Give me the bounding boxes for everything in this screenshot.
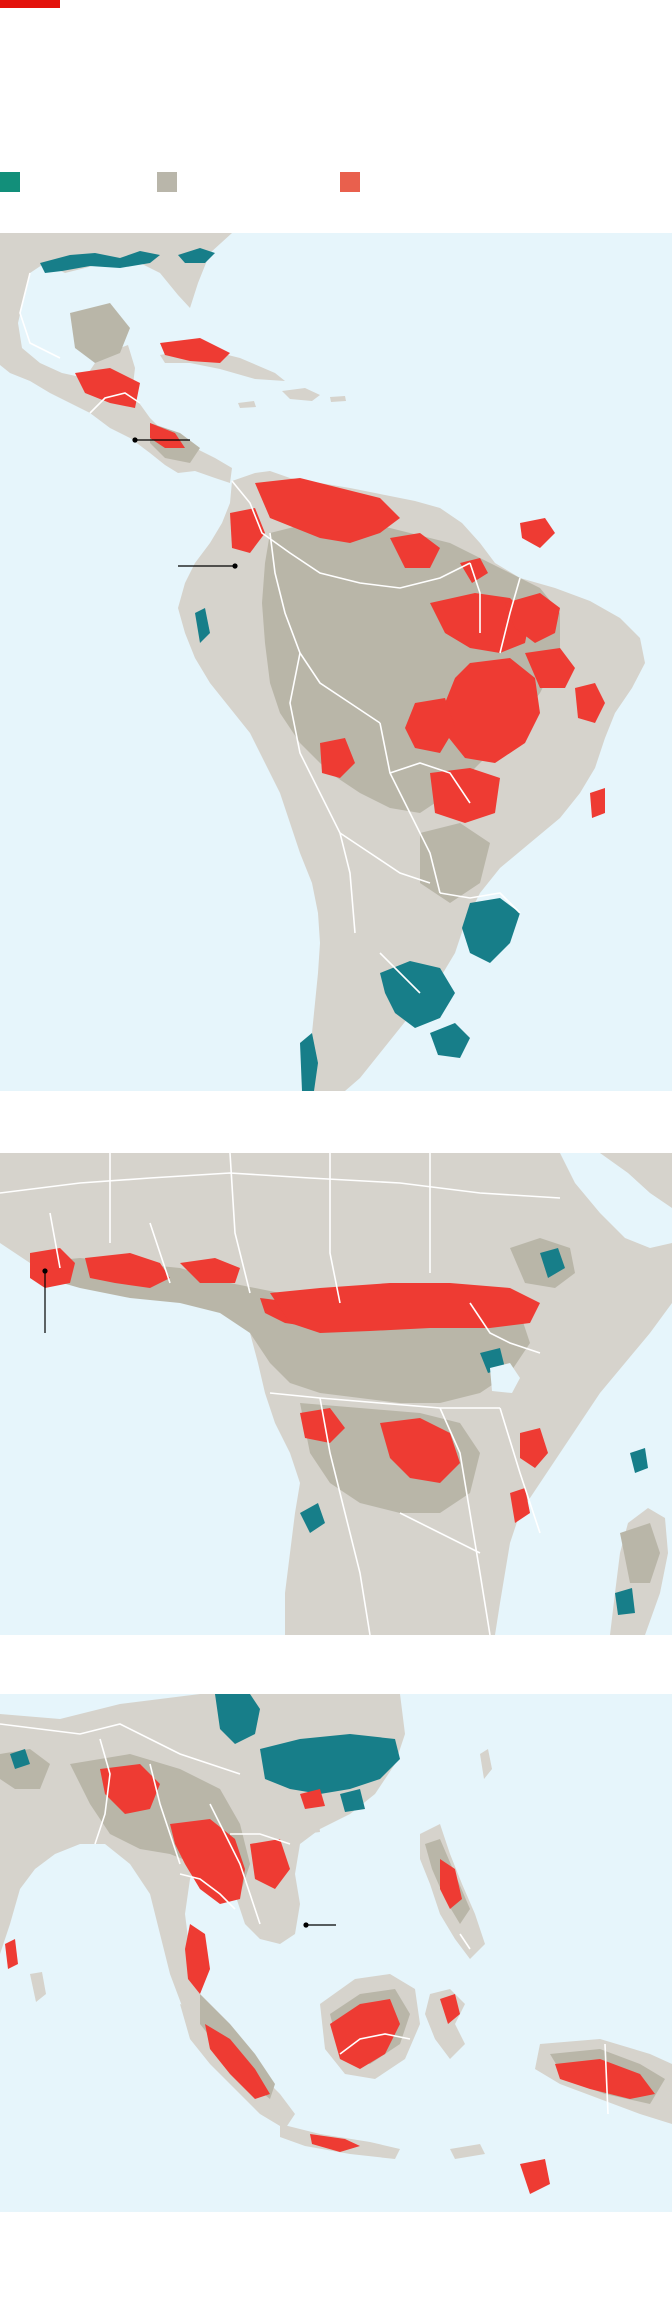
land-hispaniola — [282, 388, 320, 401]
land-hainan — [300, 1816, 320, 1834]
legend-swatch-loss — [340, 172, 360, 192]
legend-item-gain — [0, 172, 28, 192]
land-north-central-america — [0, 233, 232, 483]
map-asia — [0, 1694, 672, 2212]
map-asia-svg — [0, 1694, 672, 2212]
forest-loss-africa — [30, 1248, 548, 1523]
legend-swatch-forest — [157, 172, 177, 192]
annotation-pointers-asia — [303, 1922, 336, 1928]
land-puerto-rico — [330, 396, 346, 402]
land-jamaica — [238, 401, 256, 408]
map-americas-svg — [0, 233, 672, 1091]
map-africa-svg — [0, 1153, 672, 1635]
forest-loss-asia — [5, 1764, 655, 2194]
legend-item-forest — [157, 172, 185, 192]
land-arabia — [600, 1153, 672, 1208]
brand-accent-bar — [0, 0, 60, 8]
map-africa — [0, 1153, 672, 1635]
land-timor — [450, 2144, 485, 2159]
land-sri-lanka — [30, 1972, 46, 2002]
annotation-pointers-americas — [132, 437, 238, 569]
lake-victoria — [490, 1363, 520, 1393]
forest-gain-americas — [40, 248, 520, 1091]
country-borders-americas — [19, 272, 521, 994]
map-legend — [0, 172, 672, 194]
country-borders-africa — [0, 1153, 561, 1635]
forest-gain-asia — [10, 1694, 400, 1812]
country-borders-asia — [0, 1723, 609, 2115]
land-taiwan — [480, 1749, 492, 1779]
legend-item-loss — [340, 172, 368, 192]
annotation-pointers-africa — [42, 1268, 48, 1333]
forest-gain-africa — [300, 1248, 648, 1615]
map-americas — [0, 233, 672, 1091]
forest-loss-americas — [75, 338, 605, 823]
legend-swatch-gain — [0, 172, 20, 192]
